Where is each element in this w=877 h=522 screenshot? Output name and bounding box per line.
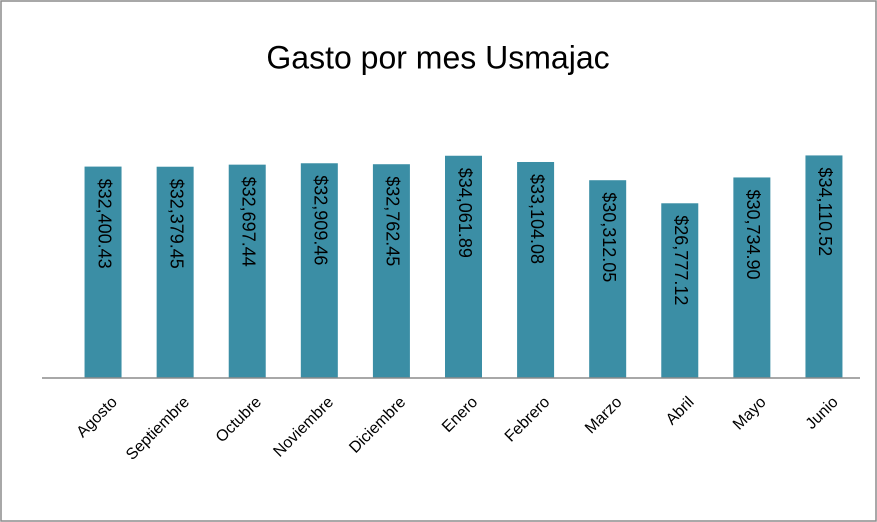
bar — [300, 163, 338, 378]
bar — [805, 155, 843, 378]
bar — [517, 161, 555, 378]
bar — [228, 164, 266, 378]
data-label: $30,312.05 — [599, 192, 619, 282]
data-label: $26,777.12 — [671, 215, 691, 305]
data-label: $30,734.90 — [743, 189, 763, 279]
data-label: $32,909.46 — [311, 175, 331, 265]
bar — [156, 166, 194, 378]
data-label: $32,400.43 — [94, 179, 114, 269]
bar — [445, 155, 482, 378]
bar — [372, 164, 410, 378]
data-label: $34,110.52 — [815, 167, 835, 256]
data-label: $33,104.08 — [527, 174, 547, 264]
bar — [84, 166, 122, 378]
data-label: $32,697.44 — [238, 177, 258, 267]
data-label: $32,762.45 — [383, 176, 403, 266]
bar — [589, 180, 627, 378]
data-label: $32,379.45 — [166, 179, 186, 269]
bar — [733, 177, 771, 378]
chart-title: Gasto por mes Usmajac — [266, 39, 609, 75]
data-label: $34,061.89 — [455, 168, 475, 258]
bar — [661, 203, 699, 378]
